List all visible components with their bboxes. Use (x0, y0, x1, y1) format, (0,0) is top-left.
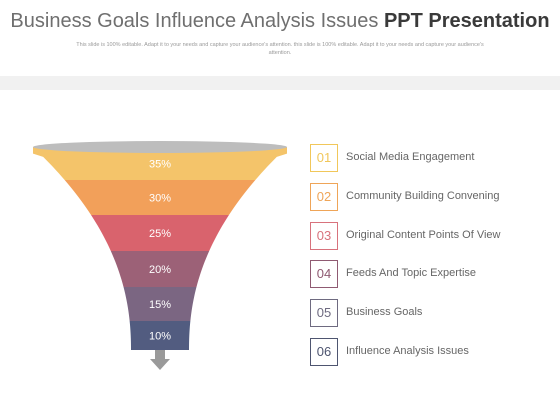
header-band (0, 76, 560, 90)
list-item-3: 03 Original Content Points Of View (310, 222, 550, 250)
item-number-box: 04 (310, 260, 338, 288)
funnel-layer-label: 20% (149, 264, 171, 276)
funnel-layer-2 (64, 180, 256, 215)
title-bold: PPT Presentation (383, 10, 550, 32)
item-number-box: 02 (310, 183, 338, 211)
item-label: Business Goals (346, 306, 423, 318)
slide-title: Business Goals Influence Analysis Issues… (0, 10, 560, 33)
item-label: Influence Analysis Issues (346, 345, 469, 357)
list-item-2: 02 Community Building Convening (310, 183, 550, 211)
slide-subtitle: This slide is 100% editable. Adapt it to… (76, 42, 484, 56)
funnel-layer-6 (129, 321, 191, 350)
funnel-layer-5 (123, 287, 197, 321)
item-label: Social Media Engagement (346, 151, 475, 163)
item-number-box: 06 (310, 338, 338, 366)
funnel-rim (33, 141, 287, 153)
item-number-box: 01 (310, 144, 338, 172)
down-arrow-icon (150, 350, 170, 370)
item-label: Original Content Points Of View (346, 229, 501, 241)
list-item-4: 04 Feeds And Topic Expertise (310, 260, 550, 288)
item-label: Community Building Convening (346, 190, 500, 202)
funnel-layer-label: 25% (149, 228, 171, 240)
funnel-layer-label: 15% (149, 299, 171, 311)
funnel-layer-3 (91, 215, 229, 251)
funnel-layer-4 (110, 251, 210, 287)
title-regular: Business Goals Influence Analysis Issues (10, 10, 379, 32)
list-item-1: 01 Social Media Engagement (310, 144, 550, 172)
item-number-box: 03 (310, 222, 338, 250)
slide-header: Business Goals Influence Analysis Issues… (0, 0, 560, 76)
list-item-6: 06 Influence Analysis Issues (310, 338, 550, 366)
item-label: Feeds And Topic Expertise (346, 267, 477, 279)
funnel-layer-label: 10% (149, 331, 171, 343)
item-number-box: 05 (310, 299, 338, 327)
funnel-layer-label: 35% (149, 159, 171, 171)
funnel-layer-1 (33, 147, 287, 180)
funnel-layers: 35% 30% 25% 20% 15% 10% (33, 141, 287, 370)
list-item-5: 05 Business Goals (310, 299, 550, 327)
funnel-layer-label: 30% (149, 193, 171, 205)
